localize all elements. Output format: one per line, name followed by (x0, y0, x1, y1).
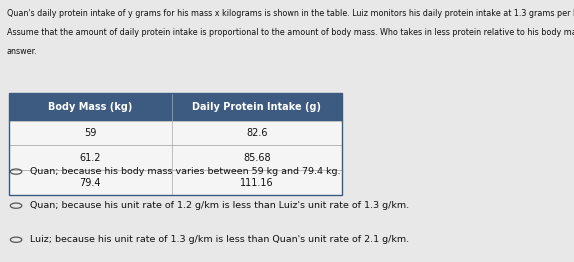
Text: 79.4: 79.4 (80, 178, 101, 188)
Text: Quan; because his body mass varies between 59 kg and 79.4 kg.: Quan; because his body mass varies betwe… (30, 167, 340, 176)
Text: Quan's daily protein intake of y grams for his mass x kilograms is shown in the : Quan's daily protein intake of y grams f… (7, 9, 574, 18)
FancyBboxPatch shape (9, 93, 342, 121)
Text: 61.2: 61.2 (80, 153, 101, 163)
Text: answer.: answer. (7, 47, 38, 56)
FancyBboxPatch shape (9, 121, 342, 145)
Text: Daily Protein Intake (g): Daily Protein Intake (g) (192, 102, 321, 112)
Text: 59: 59 (84, 128, 96, 138)
Text: 85.68: 85.68 (243, 153, 271, 163)
Text: Luiz; because his unit rate of 1.3 g/km is less than Quan's unit rate of 2.1 g/k: Luiz; because his unit rate of 1.3 g/km … (30, 235, 409, 244)
FancyBboxPatch shape (9, 170, 342, 195)
Text: 82.6: 82.6 (246, 128, 267, 138)
FancyBboxPatch shape (9, 145, 342, 170)
Text: Quan; because his unit rate of 1.2 g/km is less than Luiz's unit rate of 1.3 g/k: Quan; because his unit rate of 1.2 g/km … (30, 201, 409, 210)
Text: 111.16: 111.16 (240, 178, 274, 188)
Text: Assume that the amount of daily protein intake is proportional to the amount of : Assume that the amount of daily protein … (7, 28, 574, 37)
Text: Body Mass (kg): Body Mass (kg) (48, 102, 133, 112)
